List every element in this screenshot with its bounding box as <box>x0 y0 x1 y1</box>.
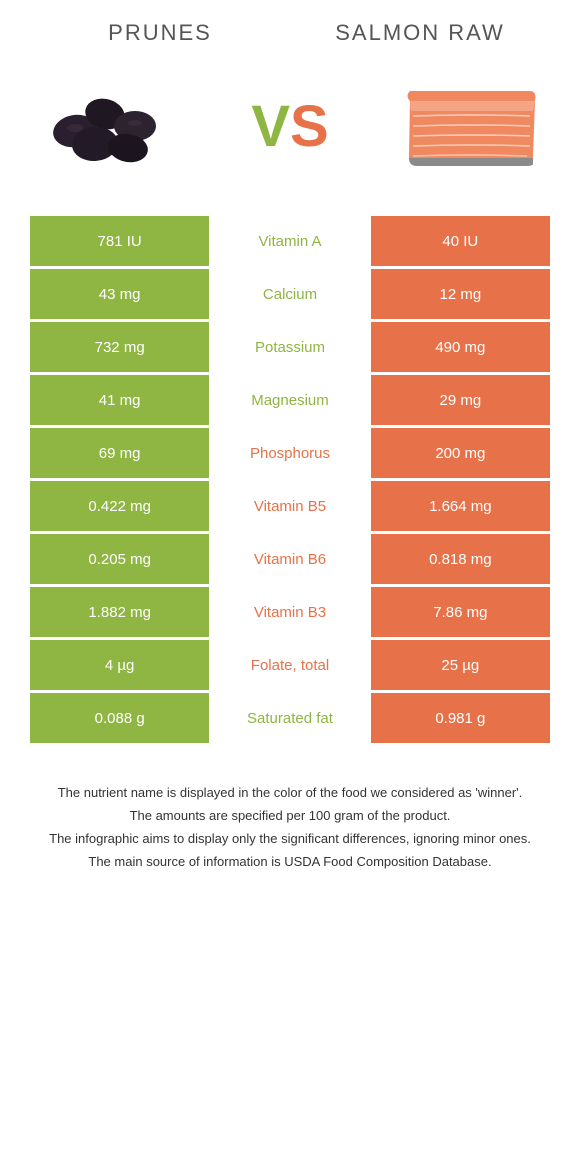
value-right: 200 mg <box>371 428 550 478</box>
value-left: 0.205 mg <box>30 534 209 584</box>
value-right: 29 mg <box>371 375 550 425</box>
value-right: 40 IU <box>371 216 550 266</box>
value-left: 41 mg <box>30 375 209 425</box>
nutrient-name: Potassium <box>209 322 370 372</box>
table-row: 0.205 mgVitamin B60.818 mg <box>30 534 550 584</box>
table-row: 41 mgMagnesium29 mg <box>30 375 550 425</box>
value-left: 4 µg <box>30 640 209 690</box>
nutrient-name: Folate, total <box>209 640 370 690</box>
footer: The nutrient name is displayed in the co… <box>30 783 550 872</box>
vs-label: VS <box>251 93 328 160</box>
nutrient-name: Phosphorus <box>209 428 370 478</box>
footer-line-3: The infographic aims to display only the… <box>30 829 550 850</box>
table-row: 1.882 mgVitamin B37.86 mg <box>30 587 550 637</box>
value-right: 12 mg <box>371 269 550 319</box>
footer-line-1: The nutrient name is displayed in the co… <box>30 783 550 804</box>
nutrient-name: Saturated fat <box>209 693 370 743</box>
nutrient-name: Vitamin A <box>209 216 370 266</box>
vs-row: VS <box>30 66 550 186</box>
prunes-image <box>30 66 190 186</box>
table-row: 732 mgPotassium490 mg <box>30 322 550 372</box>
nutrient-name: Vitamin B5 <box>209 481 370 531</box>
salmon-icon <box>395 76 545 176</box>
value-right: 7.86 mg <box>371 587 550 637</box>
prunes-icon <box>40 76 180 176</box>
value-left: 0.088 g <box>30 693 209 743</box>
title-left: PRUNES <box>30 20 290 46</box>
table-row: 69 mgPhosphorus200 mg <box>30 428 550 478</box>
value-left: 0.422 mg <box>30 481 209 531</box>
table-row: 43 mgCalcium12 mg <box>30 269 550 319</box>
value-left: 69 mg <box>30 428 209 478</box>
nutrient-table: 781 IUVitamin A40 IU43 mgCalcium12 mg732… <box>30 216 550 743</box>
value-right: 490 mg <box>371 322 550 372</box>
footer-line-2: The amounts are specified per 100 gram o… <box>30 806 550 827</box>
vs-v: V <box>251 93 290 160</box>
table-row: 4 µgFolate, total25 µg <box>30 640 550 690</box>
value-right: 25 µg <box>371 640 550 690</box>
table-row: 0.088 gSaturated fat0.981 g <box>30 693 550 743</box>
nutrient-name: Magnesium <box>209 375 370 425</box>
value-right: 0.818 mg <box>371 534 550 584</box>
nutrient-name: Vitamin B3 <box>209 587 370 637</box>
value-right: 1.664 mg <box>371 481 550 531</box>
value-left: 781 IU <box>30 216 209 266</box>
table-row: 0.422 mgVitamin B51.664 mg <box>30 481 550 531</box>
value-left: 1.882 mg <box>30 587 209 637</box>
nutrient-name: Vitamin B6 <box>209 534 370 584</box>
title-right: SALMON RAW <box>290 20 550 46</box>
nutrient-name: Calcium <box>209 269 370 319</box>
value-right: 0.981 g <box>371 693 550 743</box>
footer-line-4: The main source of information is USDA F… <box>30 852 550 873</box>
value-left: 732 mg <box>30 322 209 372</box>
salmon-image <box>390 66 550 186</box>
header-row: PRUNES SALMON RAW <box>30 20 550 46</box>
vs-s: S <box>290 93 329 160</box>
table-row: 781 IUVitamin A40 IU <box>30 216 550 266</box>
value-left: 43 mg <box>30 269 209 319</box>
